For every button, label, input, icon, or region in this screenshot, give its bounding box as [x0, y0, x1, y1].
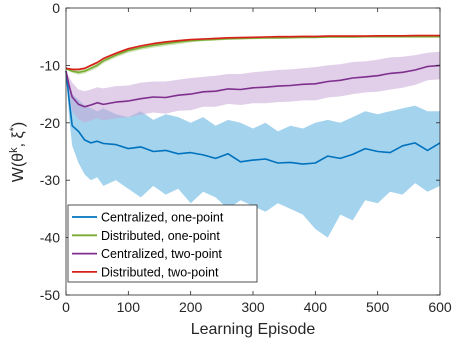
x-tick-label: 100	[117, 299, 141, 315]
series-lines	[65, 34, 441, 165]
band-centralized-one-point	[66, 71, 440, 238]
legend-label-centralized-one-point: Centralized, one-point	[101, 211, 224, 225]
x-axis-ticks: 0 100 200 300 400 500 600	[62, 8, 452, 315]
y-tick-label: -40	[40, 230, 60, 246]
band-distributed-one-point	[66, 35, 440, 75]
x-axis-label: Learning Episode	[191, 321, 316, 338]
x-tick-label: 200	[179, 299, 203, 315]
y-tick-label: -10	[40, 57, 60, 73]
x-tick-label: 600	[428, 299, 452, 315]
x-tick-label: 300	[241, 299, 265, 315]
line-centralized-two-point	[65, 64, 441, 108]
y-axis-ticks: -50 -40 -30 -20 -10 0	[40, 0, 440, 303]
y-tick-label: -20	[40, 115, 60, 131]
x-tick-label: 500	[366, 299, 390, 315]
y-tick-label: -30	[40, 172, 60, 188]
legend-label-distributed-two-point: Distributed, two-point	[101, 265, 219, 279]
y-tick-label: -50	[40, 287, 60, 303]
x-tick-label: 400	[304, 299, 328, 315]
y-axis-label: W(θk, ξ*)	[8, 122, 27, 183]
legend: Centralized, one-point Distributed, one-p…	[67, 204, 258, 283]
line-centralized-one-point	[65, 71, 441, 165]
legend-label-distributed-one-point: Distributed, one-point	[101, 229, 220, 243]
x-tick-label: 0	[62, 299, 70, 315]
legend-label-centralized-two-point: Centralized, two-point	[101, 247, 222, 261]
y-tick-label: 0	[52, 0, 60, 16]
legend-box	[67, 204, 258, 283]
line-distributed-two-point	[65, 34, 440, 71]
